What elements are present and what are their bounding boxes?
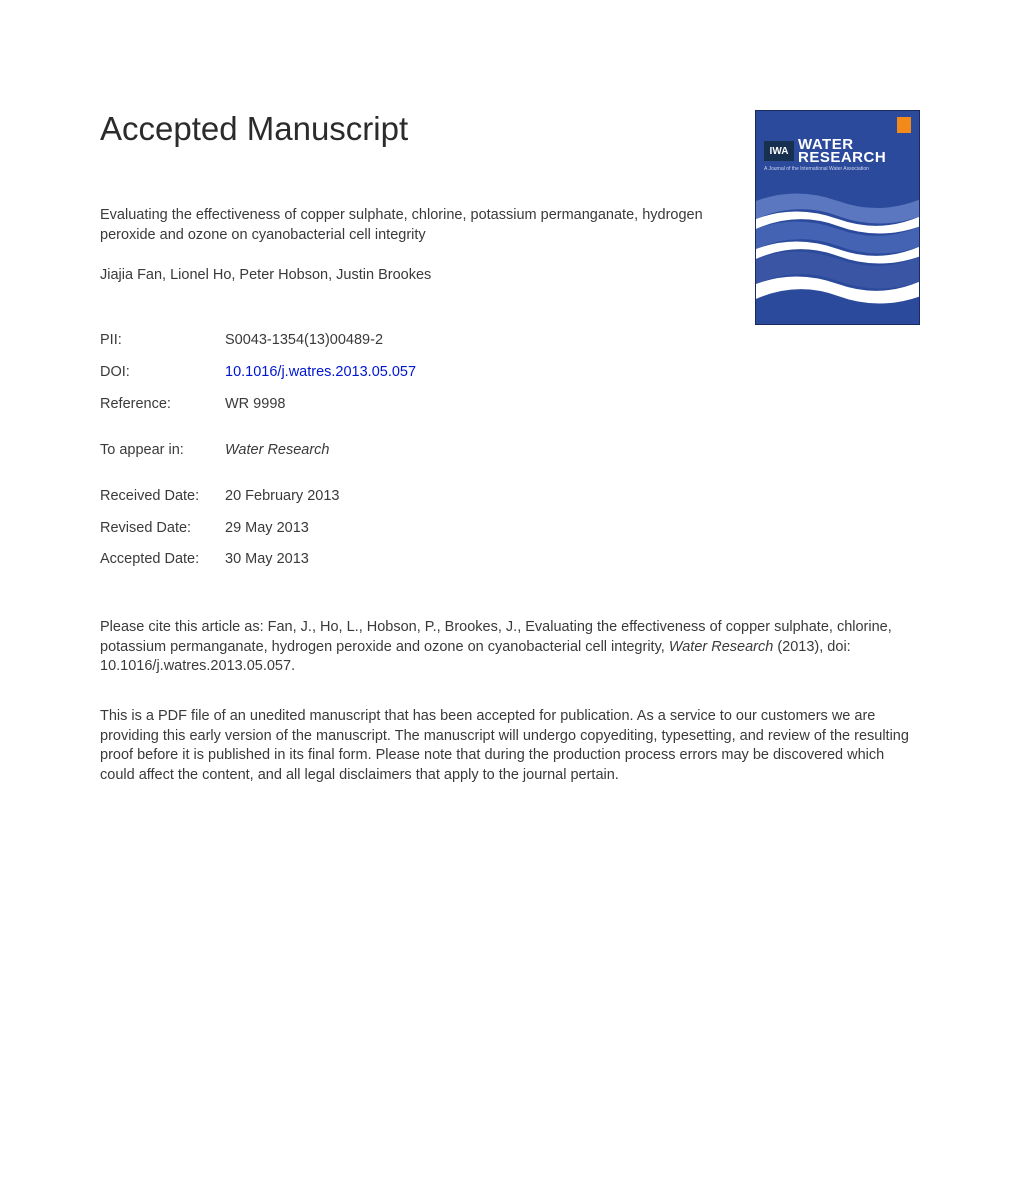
meta-row-reference: Reference: WR 9998 (100, 389, 920, 421)
manuscript-cover-page: IWA WATER RESEARCH A Journal of the Inte… (0, 0, 1020, 1182)
waves-svg (756, 181, 919, 324)
cover-title-l2: RESEARCH (798, 149, 886, 166)
accepted-label: Accepted Date: (100, 544, 225, 576)
citation-text: Please cite this article as: Fan, J., Ho… (100, 618, 900, 677)
reference-label: Reference: (100, 389, 225, 421)
revised-label: Revised Date: (100, 513, 225, 545)
elsevier-logo-icon (897, 117, 911, 133)
cover-waves-graphic (756, 181, 919, 324)
cover-inner: IWA WATER RESEARCH A Journal of the Inte… (756, 111, 919, 324)
accepted-value: 30 May 2013 (225, 544, 309, 576)
article-title: Evaluating the effectiveness of copper s… (100, 206, 750, 245)
revised-value: 29 May 2013 (225, 513, 309, 545)
journal-value: Water Research (225, 435, 330, 467)
doi-label: DOI: (100, 357, 225, 389)
reference-value: WR 9998 (225, 389, 285, 421)
meta-row-received: Received Date: 20 February 2013 (100, 481, 920, 513)
cover-title-band: IWA WATER RESEARCH (764, 137, 911, 165)
meta-row-journal: To appear in: Water Research (100, 435, 920, 467)
meta-row-revised: Revised Date: 29 May 2013 (100, 513, 920, 545)
journal-cover-thumbnail: IWA WATER RESEARCH A Journal of the Inte… (755, 110, 920, 325)
meta-row-accepted: Accepted Date: 30 May 2013 (100, 544, 920, 576)
pii-label: PII: (100, 325, 225, 357)
doi-link[interactable]: 10.1016/j.watres.2013.05.057 (225, 357, 416, 389)
metadata-table: PII: S0043-1354(13)00489-2 DOI: 10.1016/… (100, 325, 920, 576)
meta-row-doi: DOI: 10.1016/j.watres.2013.05.057 (100, 357, 920, 389)
disclaimer-text: This is a PDF file of an unedited manusc… (100, 707, 910, 785)
cite-journal: Water Research (669, 639, 774, 655)
cover-subtitle: A Journal of the International Water Ass… (764, 166, 911, 172)
meta-row-pii: PII: S0043-1354(13)00489-2 (100, 325, 920, 357)
received-label: Received Date: (100, 481, 225, 513)
received-value: 20 February 2013 (225, 481, 339, 513)
iwa-logo-icon: IWA (764, 141, 794, 161)
cover-journal-title: WATER RESEARCH (798, 138, 886, 165)
pii-value: S0043-1354(13)00489-2 (225, 325, 383, 357)
journal-label: To appear in: (100, 435, 225, 467)
